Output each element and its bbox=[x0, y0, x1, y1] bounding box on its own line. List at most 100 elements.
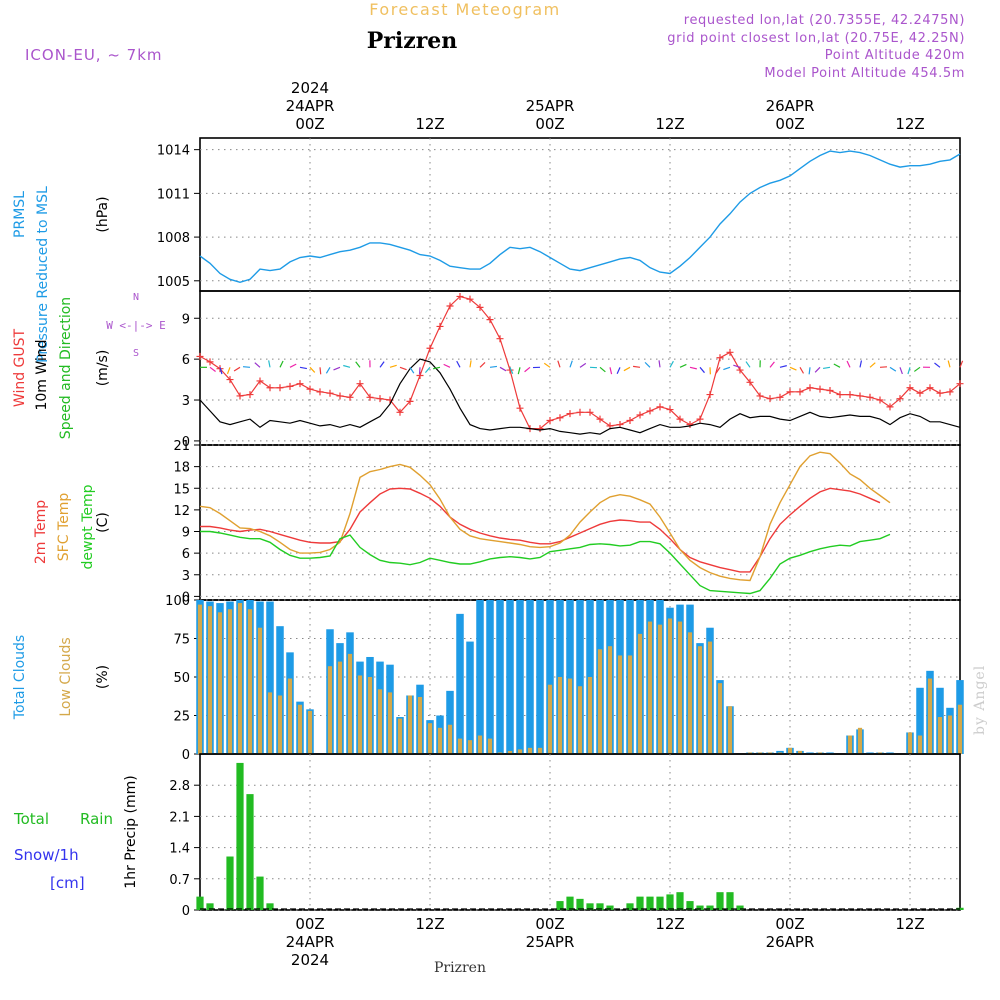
gust-point bbox=[236, 392, 244, 400]
precipitation-ytick-label: 2.1 bbox=[169, 810, 190, 825]
wind-direction-arrow bbox=[609, 367, 613, 375]
gust-point bbox=[406, 397, 414, 405]
wind-direction-arrow bbox=[319, 367, 322, 375]
wind-ytick-label: 0 bbox=[182, 435, 190, 450]
low-cloud-bar bbox=[407, 695, 413, 754]
total-cloud-bar bbox=[526, 600, 534, 754]
total-cloud-bar bbox=[576, 600, 584, 754]
wind-direction-arrow bbox=[543, 362, 551, 368]
gust-point bbox=[796, 388, 804, 396]
low-cloud-bar bbox=[917, 735, 923, 754]
gust-point bbox=[846, 391, 854, 399]
clouds-ytick-label: 75 bbox=[173, 633, 190, 648]
wind-direction-arrow bbox=[517, 367, 521, 375]
gust-point bbox=[356, 380, 364, 388]
gust-point bbox=[836, 391, 844, 399]
temp-2m-label: 2m Temp bbox=[33, 500, 49, 564]
gust-point bbox=[346, 393, 354, 401]
gust-point bbox=[766, 395, 774, 403]
rain-bar bbox=[646, 896, 654, 910]
low-cloud-bar bbox=[377, 689, 383, 754]
model-altitude: Model Point Altitude 454.5m bbox=[764, 66, 965, 81]
gust-point bbox=[906, 384, 914, 392]
total-cloud-bar bbox=[446, 690, 454, 754]
wind-direction-arrow bbox=[599, 366, 606, 373]
compass-south: S bbox=[133, 348, 139, 359]
clouds-ytick-label: 25 bbox=[173, 710, 190, 725]
low-cloud-bar bbox=[387, 692, 393, 754]
wind-direction-arrow bbox=[623, 366, 631, 372]
gust-point bbox=[736, 366, 744, 374]
low-cloud-bar bbox=[477, 735, 483, 754]
wind-direction-arrow bbox=[379, 361, 385, 368]
top-time-label: 12Z bbox=[655, 115, 684, 133]
total-cloud-bar bbox=[276, 626, 284, 754]
rain-bar bbox=[596, 903, 604, 910]
total-cloud-bar bbox=[546, 600, 554, 754]
low-cloud-bar bbox=[637, 633, 643, 754]
low-cloud-bar bbox=[597, 649, 603, 754]
precipitation-ytick-label: 0.7 bbox=[169, 873, 190, 888]
bottom-time-label: 12Z bbox=[415, 915, 444, 933]
rain-bar bbox=[246, 794, 254, 910]
wind-direction-arrow bbox=[769, 361, 775, 368]
bottom-time-label: 12Z bbox=[895, 915, 924, 933]
low-cloud-bar bbox=[337, 661, 343, 754]
low-cloud-bar bbox=[197, 604, 203, 754]
gust-point bbox=[926, 384, 934, 392]
low-cloud-bar bbox=[287, 678, 293, 754]
requested-coords: requested lon,lat (20.7355E, 42.2475N) bbox=[684, 13, 965, 28]
gust-line bbox=[199, 295, 961, 430]
low-cloud-bar bbox=[517, 749, 523, 754]
wind-direction-arrow bbox=[699, 366, 705, 374]
wind-direction-arrow bbox=[779, 365, 787, 368]
low-cloud-bar bbox=[787, 747, 793, 754]
bottom-time-label: 26APR bbox=[766, 933, 815, 951]
wind-direction-arrow bbox=[913, 366, 921, 372]
gust-point bbox=[806, 384, 814, 392]
gust-point bbox=[746, 378, 754, 386]
wind-direction-arrow bbox=[579, 362, 587, 368]
panel-precipitation: 0 0.7 1.4 2.1 2.8 1hr Precip (mm) Total RainSno… bbox=[13, 753, 964, 919]
gust-point bbox=[296, 380, 304, 388]
rain-bar bbox=[656, 896, 664, 910]
total-cloud-bar bbox=[456, 613, 464, 754]
low-cloud-bar bbox=[957, 704, 963, 754]
low-cloud-bar bbox=[227, 609, 233, 754]
wind-direction-arrow bbox=[616, 367, 621, 374]
location-title: Prizren bbox=[367, 28, 458, 54]
gust-point bbox=[196, 352, 204, 360]
wind-direction-arrow bbox=[254, 362, 261, 368]
chart-title: Forecast Meteogram bbox=[369, 0, 560, 19]
gust-point bbox=[866, 393, 874, 401]
rain-bar bbox=[666, 894, 674, 910]
low-cloud-bar bbox=[427, 723, 433, 754]
low-cloud-bar bbox=[487, 738, 493, 754]
compass-west-east: W <-|-> E bbox=[106, 319, 166, 332]
total-clouds-label: Total Clouds bbox=[12, 635, 28, 720]
bottom-time-label: 24APR bbox=[286, 933, 335, 951]
wind-ytick-label: 9 bbox=[182, 312, 190, 327]
gust-point bbox=[326, 389, 334, 397]
low-cloud-bar bbox=[417, 697, 423, 754]
gust-point bbox=[256, 377, 264, 385]
precipitation-frame bbox=[199, 753, 961, 911]
bottom-time-label: 00Z bbox=[775, 915, 804, 933]
pressure-ytick-label: 1011 bbox=[157, 187, 190, 202]
top-time-label: 00Z bbox=[295, 115, 324, 133]
wind-direction-arrow bbox=[644, 361, 651, 368]
rain-bar bbox=[626, 903, 634, 910]
wind-direction-arrow bbox=[814, 366, 821, 373]
wind-direction-arrow bbox=[499, 366, 507, 372]
wind-direction-arrow bbox=[745, 361, 751, 368]
wind-direction-arrow bbox=[389, 364, 397, 368]
gust-point bbox=[426, 344, 434, 352]
gust-point bbox=[886, 403, 894, 411]
panel-wind: 0 3 6 9 (m/s) Wind GUST 10m Wind Speed and Dire… bbox=[12, 290, 964, 450]
gust-point bbox=[556, 414, 564, 422]
low-cloud-bar bbox=[447, 724, 453, 754]
pressure-ytick-label: 1014 bbox=[157, 144, 190, 159]
